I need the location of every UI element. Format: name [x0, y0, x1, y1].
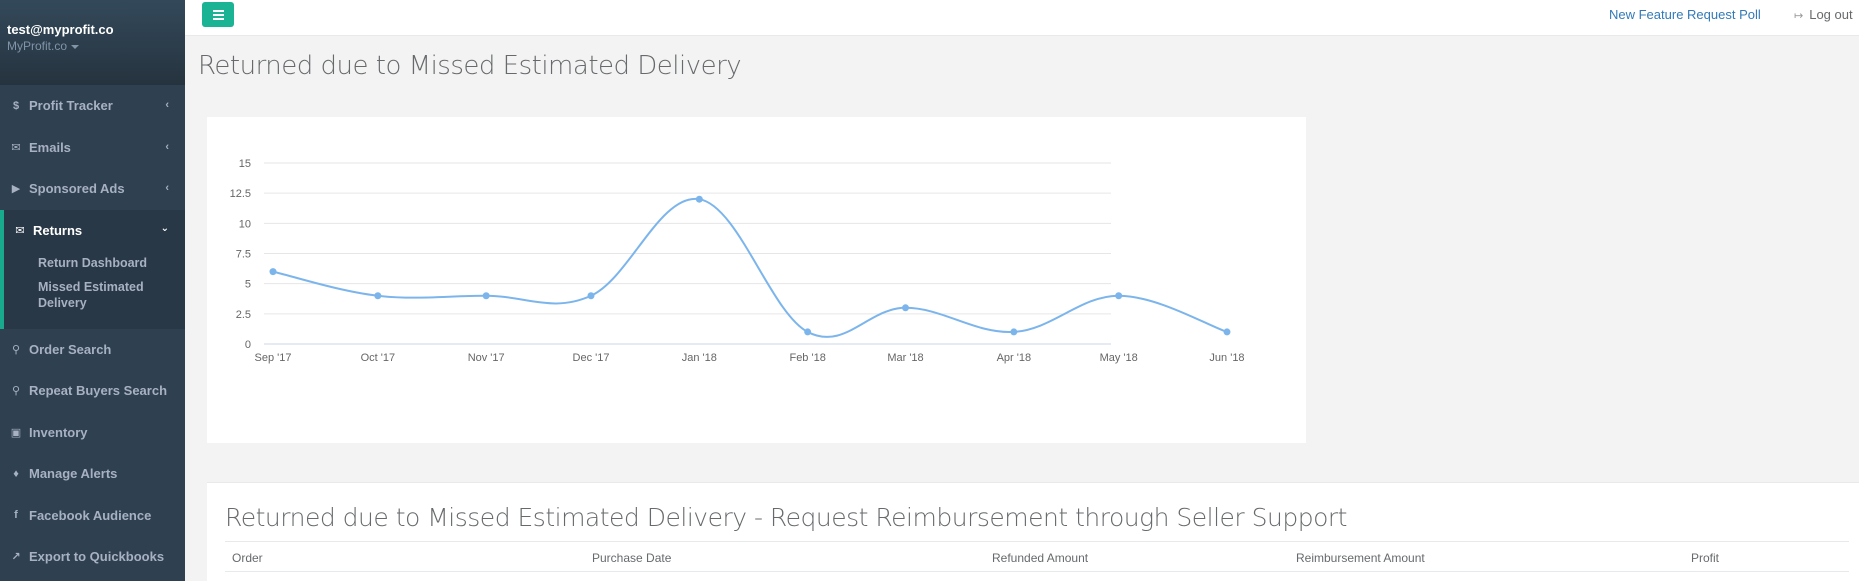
user-email: test@myprofit.co — [7, 22, 114, 37]
sidebar-subitem-missed-estimated-delivery[interactable]: Missed Estimated Delivery — [38, 279, 144, 310]
sidebar-item-repeat-buyers-search[interactable]: ⚲ Repeat Buyers Search — [0, 370, 185, 412]
sidebar: test@myprofit.co MyProfit.co $ Profit Tr… — [0, 0, 185, 581]
column-header-refunded-amount[interactable]: Refunded Amount — [992, 551, 1089, 565]
y-tick-label: 5 — [245, 279, 251, 291]
sidebar-item-manage-alerts[interactable]: ♦ Manage Alerts — [0, 453, 185, 495]
dollar-icon: $ — [12, 99, 20, 112]
top-navbar: New Feature Request Poll ↦ Log out — [185, 0, 1859, 36]
series-line — [272, 198, 1228, 338]
returns-submenu: Return Dashboard Missed Estimated Delive… — [13, 251, 185, 329]
data-point — [804, 328, 812, 336]
data-point — [1010, 328, 1018, 336]
data-point — [269, 268, 277, 276]
column-header-purchase-date[interactable]: Purchase Date — [592, 551, 672, 565]
data-point — [374, 292, 382, 300]
sidebar-item-export-quickbooks[interactable]: ↗ Export to Quickbooks — [0, 536, 185, 578]
menu-toggle-button[interactable] — [202, 2, 234, 27]
logout-link[interactable]: ↦ Log out — [1794, 7, 1853, 22]
sidebar-item-returns-header[interactable]: ✉ Returns ⌄ — [13, 210, 185, 251]
y-tick-label: 10 — [239, 218, 251, 230]
sidebar-item-label: Export to Quickbooks — [29, 549, 165, 565]
play-icon: ▶ — [11, 183, 21, 196]
chevron-left-icon: ‹ — [165, 182, 169, 194]
sidebar-item-label: Repeat Buyers Search — [29, 383, 168, 399]
data-point — [695, 195, 703, 203]
chevron-left-icon: ‹ — [165, 99, 169, 111]
data-point — [1115, 292, 1123, 300]
x-tick-label: May '18 — [1100, 352, 1138, 364]
column-header-profit[interactable]: Profit — [1691, 551, 1720, 565]
reimbursement-table-panel: Returned due to Missed Estimated Deliver… — [207, 482, 1859, 581]
column-header-order[interactable]: Order — [232, 551, 263, 565]
logout-label: Log out — [1809, 7, 1853, 22]
sidebar-item-label: Returns — [33, 222, 83, 238]
data-point — [1223, 328, 1231, 336]
sidebar-item-emails[interactable]: ✉ Emails ‹ — [0, 127, 185, 169]
returns-line-chart: 0 2.5 5 7.5 10 12.5 15 Sep '17 Oct '17 Nov '17 Dec… — [230, 158, 1245, 364]
y-tick-label: 15 — [239, 158, 251, 170]
x-tick-label: Jun '18 — [1209, 352, 1244, 364]
sidebar-item-label: Manage Alerts — [29, 466, 118, 482]
x-tick-label: Feb '18 — [789, 352, 825, 364]
feature-request-link[interactable]: New Feature Request Poll — [1609, 7, 1761, 22]
x-tick-label: Nov '17 — [468, 352, 505, 364]
org-name: MyProfit.co — [7, 39, 68, 53]
y-tick-label: 12.5 — [230, 188, 251, 200]
y-tick-label: 0 — [245, 339, 251, 351]
table-title: Returned due to Missed Estimated Deliver… — [225, 503, 1347, 532]
sidebar-item-order-search[interactable]: ⚲ Order Search — [0, 329, 185, 371]
bell-icon: ♦ — [13, 467, 19, 480]
sidebar-item-inventory[interactable]: ▣ Inventory — [0, 412, 185, 454]
caret-down-icon — [71, 44, 80, 49]
chevron-down-icon: ⌄ — [160, 222, 169, 234]
sidebar-item-profit-tracker[interactable]: $ Profit Tracker ‹ — [0, 85, 185, 127]
profile-block: test@myprofit.co MyProfit.co — [0, 0, 185, 85]
sidebar-item-facebook-audience[interactable]: f Facebook Audience — [0, 495, 185, 537]
data-point — [587, 292, 595, 300]
x-tick-label: Apr '18 — [997, 352, 1032, 364]
sidebar-item-label: Order Search — [29, 341, 112, 357]
sidebar-subitem-return-dashboard[interactable]: Return Dashboard — [38, 255, 148, 270]
search-icon: ⚲ — [11, 385, 21, 398]
x-tick-label: Jan '18 — [682, 352, 717, 364]
y-tick-label: 2.5 — [236, 309, 251, 321]
hamburger-icon — [212, 8, 224, 22]
org-dropdown[interactable]: MyProfit.co — [7, 39, 185, 53]
x-tick-label: Oct '17 — [361, 352, 396, 364]
sidebar-item-label: Profit Tracker — [29, 98, 113, 114]
data-point — [482, 292, 490, 300]
archive-icon: ▣ — [10, 426, 22, 439]
envelope-icon: ✉ — [15, 224, 25, 237]
column-header-reimbursement-amount[interactable]: Reimbursement Amount — [1296, 551, 1425, 565]
chevron-left-icon: ‹ — [165, 140, 169, 153]
data-point — [902, 304, 910, 312]
sidebar-item-label: Sponsored Ads — [29, 181, 125, 197]
sidebar-item-label: Inventory — [29, 424, 88, 440]
page-title: Returned due to Missed Estimated Deliver… — [198, 51, 742, 81]
sidebar-item-label: Facebook Audience — [29, 507, 152, 523]
sidebar-item-sponsored-ads[interactable]: ▶ Sponsored Ads ‹ — [0, 168, 185, 210]
chart-panel: 0 2.5 5 7.5 10 12.5 15 Sep '17 Oct '17 Nov '17 Dec… — [207, 117, 1306, 443]
sidebar-item-label: Emails — [29, 139, 71, 155]
x-tick-label: Sep '17 — [255, 352, 292, 364]
x-tick-label: Mar '18 — [887, 352, 923, 364]
table-header-row: Order Purchase Date Refunded Amount Reim… — [225, 541, 1849, 572]
search-icon: ⚲ — [11, 343, 21, 356]
sign-out-icon: ↦ — [1794, 10, 1804, 22]
sidebar-item-returns: ✉ Returns ⌄ Return Dashboard Missed Esti… — [0, 209, 185, 329]
x-tick-label: Dec '17 — [573, 352, 610, 364]
facebook-icon: f — [14, 509, 18, 522]
export-icon: ↗ — [11, 551, 21, 564]
envelope-icon: ✉ — [11, 141, 21, 154]
y-tick-label: 7.5 — [236, 249, 251, 261]
